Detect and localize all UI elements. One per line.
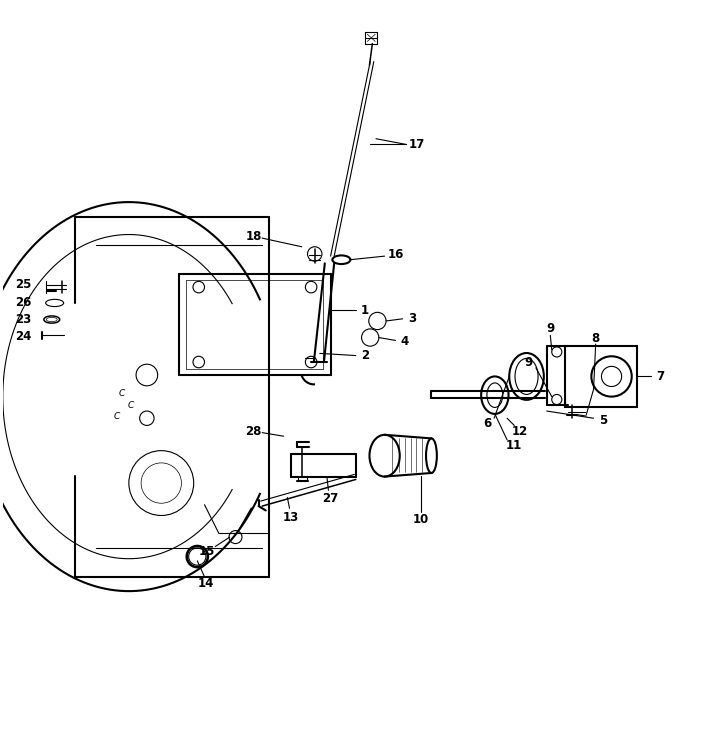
- Text: 24: 24: [15, 330, 32, 344]
- Text: 26: 26: [15, 296, 32, 310]
- Circle shape: [189, 548, 206, 566]
- Text: 6: 6: [483, 418, 491, 430]
- Bar: [565, 346, 637, 407]
- Text: 28: 28: [245, 424, 261, 438]
- Text: 10: 10: [412, 512, 429, 526]
- Text: C: C: [128, 400, 134, 410]
- Text: 27: 27: [322, 493, 339, 506]
- Text: C: C: [113, 412, 120, 421]
- Text: 17: 17: [409, 138, 425, 151]
- Text: 9: 9: [525, 356, 533, 368]
- Text: C: C: [118, 388, 125, 398]
- Text: 3: 3: [408, 312, 416, 326]
- Text: 1: 1: [361, 304, 370, 316]
- Text: 4: 4: [401, 335, 409, 348]
- Text: 7: 7: [656, 370, 664, 383]
- Text: 11: 11: [506, 439, 523, 452]
- Text: 14: 14: [197, 578, 214, 590]
- Text: 8: 8: [592, 332, 600, 346]
- Text: 9: 9: [546, 322, 555, 335]
- Text: 18: 18: [245, 230, 261, 243]
- Text: 23: 23: [15, 313, 32, 326]
- Text: 25: 25: [15, 278, 32, 292]
- Text: 5: 5: [599, 414, 607, 427]
- Text: 15: 15: [198, 545, 215, 558]
- Circle shape: [187, 546, 208, 567]
- Text: 12: 12: [512, 424, 529, 438]
- Text: 13: 13: [283, 512, 299, 524]
- Text: 2: 2: [361, 349, 370, 362]
- Text: 16: 16: [387, 248, 404, 261]
